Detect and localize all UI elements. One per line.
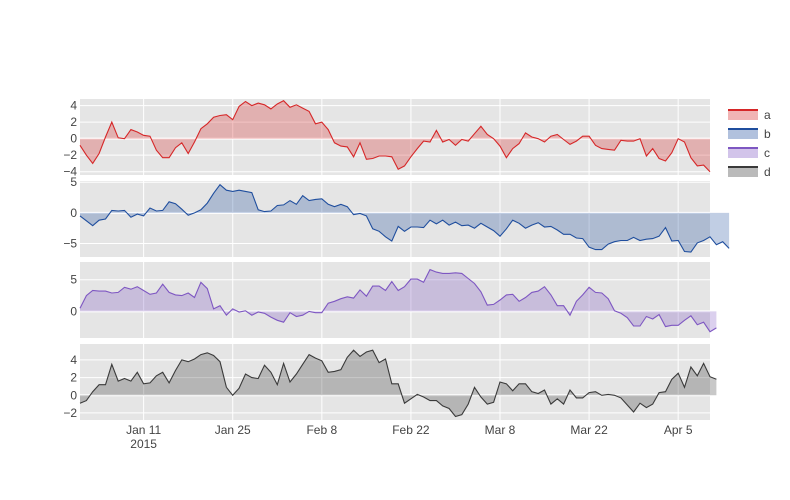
series-a-line bbox=[79, 100, 711, 173]
y-tick-label: −4 bbox=[63, 165, 77, 179]
y-tick-label: 0 bbox=[70, 132, 77, 146]
legend-label: d bbox=[764, 165, 771, 179]
legend-label: b bbox=[764, 127, 771, 141]
x-tick-label: Apr 5 bbox=[664, 423, 693, 437]
x-tick-label: Mar 22 bbox=[570, 423, 608, 437]
plot-background bbox=[80, 344, 710, 420]
plot-background bbox=[80, 181, 710, 257]
y-tick-label: −5 bbox=[63, 237, 77, 251]
x-tick-label: Jan 11 bbox=[126, 423, 161, 437]
y-tick-label: 2 bbox=[70, 371, 77, 385]
legend-item-b[interactable]: b bbox=[728, 127, 771, 141]
legend-swatch bbox=[728, 148, 758, 158]
series-a-area bbox=[80, 100, 710, 172]
y-tick-label: 5 bbox=[70, 175, 77, 189]
y-tick-label: 4 bbox=[70, 99, 77, 113]
series-c-area bbox=[80, 269, 717, 332]
y-tick-label: 5 bbox=[70, 273, 77, 287]
series-c-line bbox=[79, 268, 717, 333]
y-tick-label: 2 bbox=[70, 115, 77, 129]
panel-a: −4 −2 0 2 4 bbox=[63, 99, 711, 179]
x-tick-label: Feb 22 bbox=[392, 423, 430, 437]
series-b-area bbox=[80, 184, 730, 253]
legend-swatch bbox=[728, 110, 758, 120]
y-tick-label: 0 bbox=[70, 388, 77, 402]
panel-b: −5 0 5 bbox=[63, 175, 730, 257]
x-tick-label: Mar 8 bbox=[485, 423, 516, 437]
series-b-line bbox=[79, 183, 730, 253]
x-tick-label: Jan 25 bbox=[215, 423, 251, 437]
panel-c: 05 bbox=[70, 262, 717, 338]
y-tick-label: −2 bbox=[63, 148, 77, 162]
x-tick-label: Feb 8 bbox=[306, 423, 337, 437]
legend-item-a[interactable]: a bbox=[728, 108, 771, 122]
y-tick-label: 4 bbox=[70, 353, 77, 367]
series-d-line bbox=[79, 349, 717, 418]
legend-swatch bbox=[728, 167, 758, 177]
legend-swatch bbox=[728, 129, 758, 139]
y-tick-label: 0 bbox=[70, 304, 77, 318]
legend-label: c bbox=[764, 146, 770, 160]
series-d-area bbox=[80, 350, 717, 417]
x-tick-sublabel: 2015 bbox=[130, 437, 157, 451]
plot-background bbox=[80, 262, 710, 338]
legend-item-c[interactable]: c bbox=[728, 146, 770, 160]
y-tick-label: 0 bbox=[70, 206, 77, 220]
legend-item-d[interactable]: d bbox=[728, 165, 771, 179]
legend-label: a bbox=[764, 108, 771, 122]
y-tick-label: −2 bbox=[63, 406, 77, 420]
panel-d: −2 0 2 4 bbox=[63, 344, 717, 420]
